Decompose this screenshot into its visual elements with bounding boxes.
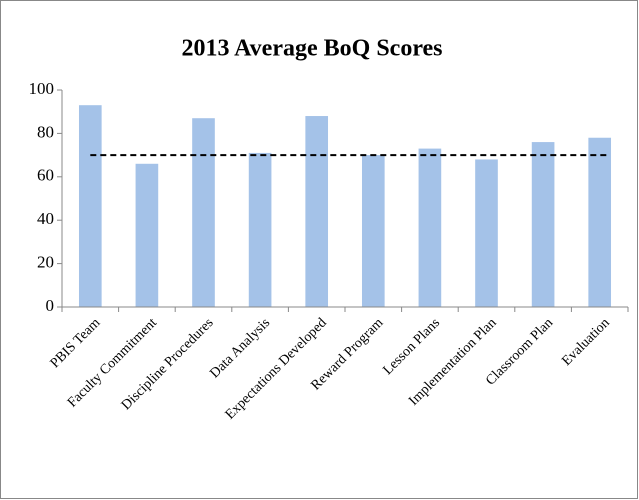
- bar: [475, 159, 498, 307]
- bar: [248, 152, 272, 307]
- bar: [588, 137, 612, 307]
- chart-title: 2013 Average BoQ Scores: [181, 36, 442, 62]
- y-tick-label: 80: [37, 122, 54, 141]
- bar: [361, 155, 385, 307]
- bar: [531, 142, 555, 307]
- y-tick-label: 100: [29, 79, 55, 98]
- bar: [305, 116, 329, 307]
- bar: [78, 105, 102, 307]
- bar: [135, 163, 159, 307]
- y-tick-label: 0: [46, 296, 55, 315]
- bar: [192, 118, 215, 308]
- bar: [418, 148, 442, 307]
- y-tick-label: 60: [37, 166, 54, 185]
- y-tick-label: 40: [37, 209, 54, 228]
- y-tick-label: 20: [37, 253, 54, 272]
